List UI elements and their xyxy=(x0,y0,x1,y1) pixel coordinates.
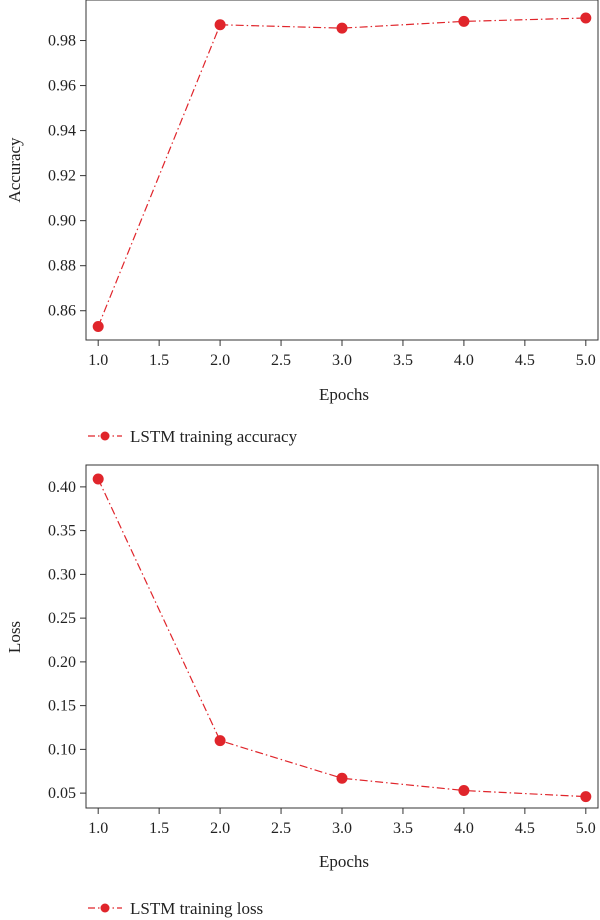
loss-chart-svg: 1.0 1.5 2.0 2.5 3.0 3.5 4.0 4.5 5.0 0.05 0.10 0.15 0… xyxy=(5,464,599,918)
loss-xtick-label: 3.5 xyxy=(393,820,413,837)
loss-xtick-label: 2.0 xyxy=(210,820,230,837)
loss-data-point xyxy=(458,785,470,796)
loss-chart: 1.0 1.5 2.0 2.5 3.0 3.5 4.0 4.5 5.0 0.05 0.10 0.15 0… xyxy=(0,460,600,920)
loss-ytick-label: 0.25 xyxy=(48,610,76,627)
loss-marks xyxy=(92,473,592,803)
loss-ytick-label: 0.20 xyxy=(48,654,76,671)
accuracy-xtick-label: 4.0 xyxy=(454,352,474,369)
loss-ytick-label: 0.30 xyxy=(48,566,76,583)
accuracy-data-point xyxy=(214,19,226,31)
loss-ylabel: Loss xyxy=(5,621,24,653)
loss-legend: LSTM training loss xyxy=(88,899,263,918)
accuracy-xtick-label: 3.0 xyxy=(332,352,352,369)
accuracy-xtick-label: 1.0 xyxy=(88,352,108,369)
accuracy-data-point xyxy=(336,22,348,34)
loss-xtick-label: 3.0 xyxy=(332,820,352,837)
accuracy-xtick-label: 2.5 xyxy=(271,352,291,369)
loss-data-point xyxy=(92,473,104,485)
accuracy-xtick-label: 5.0 xyxy=(576,352,596,369)
loss-xlabel: Epochs xyxy=(319,852,369,871)
loss-plot-frame xyxy=(85,464,599,809)
accuracy-ytick-label: 0.96 xyxy=(48,78,76,95)
loss-legend-label: LSTM training loss xyxy=(130,899,263,918)
accuracy-ytick-label: 0.98 xyxy=(48,33,76,50)
accuracy-plot-frame xyxy=(85,0,599,341)
accuracy-xlabel: Epochs xyxy=(319,385,369,404)
accuracy-ytick-label: 0.88 xyxy=(48,258,76,275)
accuracy-chart: 1.0 1.5 2.0 2.5 3.0 3.5 4.0 4.5 5.0 0.86 0.88 0.90 0… xyxy=(5,0,599,446)
loss-xtick-label: 5.0 xyxy=(576,820,596,837)
loss-ytick-label: 0.05 xyxy=(48,785,76,802)
accuracy-legend-marker xyxy=(100,431,110,441)
accuracy-ticks: 1.0 1.5 2.0 2.5 3.0 3.5 4.0 4.5 5.0 0.86 0.88 0.90 0… xyxy=(48,33,596,369)
loss-xtick-label: 1.5 xyxy=(149,820,169,837)
loss-legend-marker xyxy=(100,903,110,913)
accuracy-ytick-label: 0.90 xyxy=(48,213,76,230)
loss-data-point xyxy=(214,735,226,747)
accuracy-xtick-label: 1.5 xyxy=(149,352,169,369)
accuracy-legend: LSTM training accuracy xyxy=(88,427,298,446)
loss-ytick-label: 0.40 xyxy=(48,479,76,496)
accuracy-ytick-label: 0.92 xyxy=(48,168,76,185)
loss-xtick-label: 1.0 xyxy=(88,820,108,837)
accuracy-xtick-label: 4.5 xyxy=(515,352,535,369)
accuracy-ytick-label: 0.86 xyxy=(48,303,76,320)
loss-xtick-label: 2.5 xyxy=(271,820,291,837)
loss-ytick-label: 0.15 xyxy=(48,698,76,715)
loss-data-point xyxy=(580,791,592,803)
accuracy-data-point xyxy=(92,320,104,332)
accuracy-data-point xyxy=(458,15,470,27)
loss-series-line xyxy=(97,478,586,798)
accuracy-chart-svg: 1.0 1.5 2.0 2.5 3.0 3.5 4.0 4.5 5.0 0.86 0.88 0.90 0… xyxy=(5,0,599,446)
accuracy-legend-label: LSTM training accuracy xyxy=(130,427,298,446)
accuracy-ylabel: Accuracy xyxy=(5,137,24,203)
loss-ticks: 1.0 1.5 2.0 2.5 3.0 3.5 4.0 4.5 5.0 0.05 0.10 0.15 0… xyxy=(48,479,596,837)
accuracy-ytick-label: 0.94 xyxy=(48,123,76,140)
loss-ytick-label: 0.35 xyxy=(48,523,76,540)
accuracy-data-point xyxy=(580,12,592,24)
loss-xtick-label: 4.0 xyxy=(454,820,474,837)
loss-xtick-label: 4.5 xyxy=(515,820,535,837)
accuracy-xtick-label: 2.0 xyxy=(210,352,230,369)
accuracy-xtick-label: 3.5 xyxy=(393,352,413,369)
loss-ytick-label: 0.10 xyxy=(48,741,76,758)
loss-data-point xyxy=(336,772,348,784)
accuracy-marks xyxy=(92,12,592,332)
accuracy-series-line xyxy=(97,17,586,327)
